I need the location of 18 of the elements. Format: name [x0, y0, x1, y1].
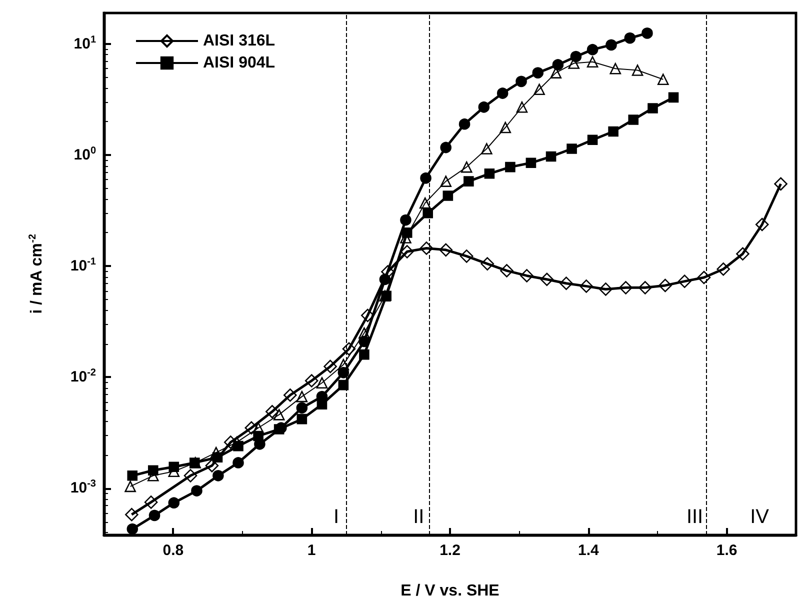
ref-line-label: I	[334, 506, 340, 528]
y-tick-label: 10$^{1}$	[74, 34, 96, 52]
y-tick-label: 10$^{-3}$	[70, 478, 96, 497]
x-tick-label: 1.2	[440, 542, 460, 559]
ref-line-label: II	[413, 506, 424, 528]
y-tick-label: 10$^{0}$	[74, 146, 96, 164]
y-axis-title: i / mA cm-2	[28, 234, 46, 314]
x-axis-title: E / V vs. SHE	[400, 582, 500, 600]
x-tick-label: 1.4	[578, 542, 600, 559]
ref-line-label: III	[686, 506, 704, 528]
x-tick-label: 0.8	[162, 542, 184, 559]
y-tick-label: 10$^{-1}$	[70, 256, 96, 275]
legend-label: AISI 316L	[203, 32, 276, 50]
y-tick-label: 10$^{-2}$	[70, 368, 96, 386]
annotation: IV	[750, 506, 770, 528]
x-tick-label: 1	[307, 542, 316, 559]
legend-label: AISI 904L	[203, 54, 276, 72]
x-tick-label: 1.6	[716, 542, 738, 559]
